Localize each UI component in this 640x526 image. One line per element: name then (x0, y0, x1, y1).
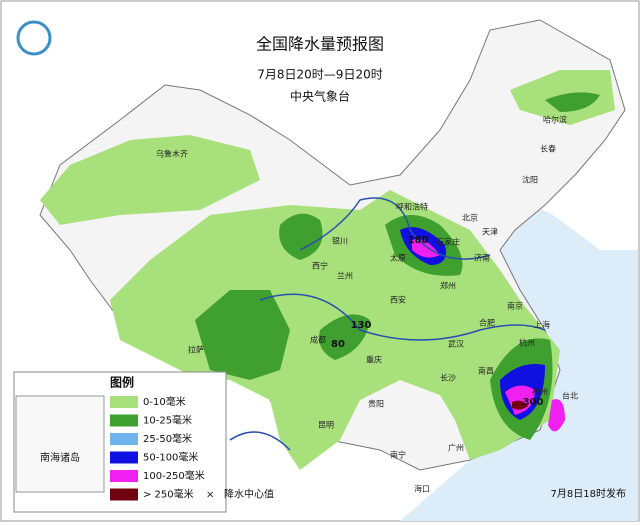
city-label: 成都 (310, 335, 326, 345)
legend-label: > 250毫米 (143, 488, 194, 501)
rain-area (40, 135, 260, 225)
city-label: 合肥 (479, 318, 495, 328)
city-label: 西宁 (312, 261, 328, 271)
period: 7月8日20时—9日20时 (257, 68, 382, 82)
city-label: 济南 (474, 253, 490, 263)
city-label: 贵阳 (368, 399, 384, 409)
legend-swatch (110, 451, 138, 464)
city-label: 太原 (390, 253, 406, 263)
legend-label: 10-25毫米 (143, 414, 192, 427)
city-label: 石家庄 (436, 237, 460, 247)
river (299, 197, 491, 260)
city-label: 南昌 (478, 366, 494, 376)
city-label: 天津 (482, 227, 498, 237)
legend-label: 0-10毫米 (143, 395, 186, 408)
legend-swatch (110, 433, 138, 445)
rain-area (512, 400, 528, 410)
inset-label: 南海诸岛 (40, 451, 80, 464)
city-label: 银川 (332, 236, 348, 246)
city-label: 西安 (390, 295, 406, 305)
logo (16, 20, 52, 56)
city-label: 南宁 (390, 450, 406, 460)
city-label: 长沙 (440, 373, 456, 383)
legend-items: 0-10毫米 10-25毫米 25-50毫米 50-100毫米 100-250毫米 > 2… (110, 395, 274, 501)
city-label: 兰州 (337, 271, 353, 281)
city-labels: 乌鲁木齐 哈尔滨 长春 沈阳 呼和浩特 北京 天津 石家庄 银川 西宁 兰州 太… (156, 115, 578, 494)
city-label: 上海 (534, 320, 550, 330)
center-label: 降水中心值 (224, 488, 274, 501)
rain-area (279, 213, 323, 260)
city-label: 长春 (540, 144, 556, 154)
city-label: 福州 (532, 388, 548, 397)
legend-title: 图例 (110, 375, 134, 390)
city-label: 杭州 (519, 338, 535, 348)
rain-area (412, 239, 440, 258)
rain-center-value: 130 (351, 320, 372, 331)
city-label: 广州 (448, 443, 464, 453)
legend-swatch (110, 396, 138, 408)
legend-swatch (110, 488, 138, 501)
city-label: 乌鲁木齐 (156, 149, 188, 159)
legend-label: 100-250毫米 (143, 469, 205, 482)
city-label: 台北 (562, 391, 578, 401)
legend-label: 25-50毫米 (143, 432, 192, 445)
city-label: 沈阳 (522, 175, 538, 185)
city-label: 重庆 (366, 355, 382, 365)
sea (400, 197, 638, 521)
city-label: 海口 (414, 484, 430, 494)
city-label: 昆明 (318, 421, 334, 430)
taiwan-rain (548, 399, 565, 432)
city-label: 呼和浩特 (396, 202, 428, 212)
city-label: 北京 (462, 213, 478, 223)
rain-center-value: 80 (331, 339, 345, 350)
city-label: 郑州 (440, 281, 456, 291)
center-marker: × (206, 490, 214, 501)
city-label: 拉萨 (188, 345, 204, 355)
inset-box (15, 395, 105, 493)
rain-center-value: 180 (408, 235, 429, 246)
legend-label: 50-100毫米 (143, 451, 198, 464)
issuer: 中央气象台 (290, 89, 350, 104)
river (259, 293, 546, 341)
legend-swatch (110, 414, 138, 427)
rain-area (195, 290, 290, 380)
city-label: 南京 (507, 301, 523, 311)
legend-swatch (110, 470, 138, 482)
issued-time: 7月8日18时发布 (551, 487, 626, 500)
river (229, 431, 291, 451)
city-label: 哈尔滨 (543, 115, 567, 125)
title: 全国降水量预报图 (256, 35, 384, 54)
rain-area (545, 92, 600, 112)
city-label: 武汉 (448, 339, 464, 349)
rain-center-value: 300 (523, 397, 544, 408)
